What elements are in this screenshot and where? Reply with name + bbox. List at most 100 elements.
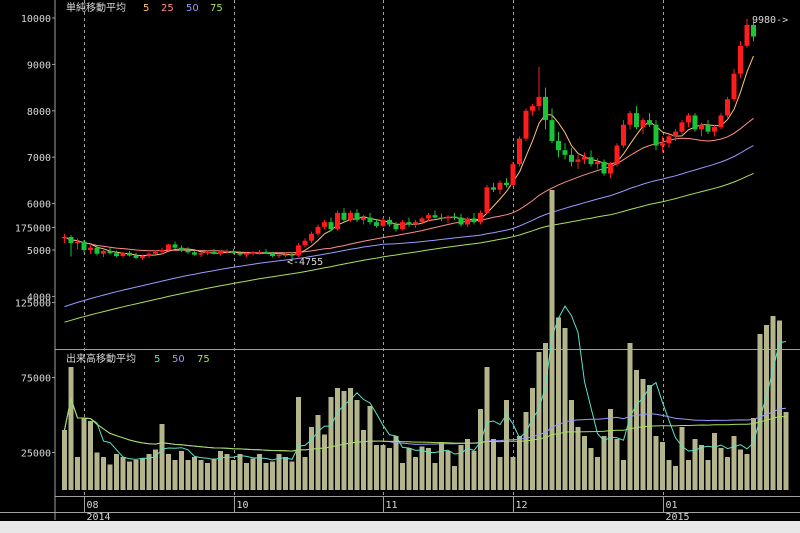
candle-body [673,131,678,137]
candle-body [608,164,613,174]
price-panel [62,18,756,323]
volume-bar [419,446,425,490]
volume-bar [588,448,594,490]
candle-body [302,240,308,246]
volume-bar [68,367,74,490]
candle-body [192,252,197,255]
volume-bar [608,409,613,490]
candle-body [289,254,295,256]
volume-legend: 出来高移動平均 5 50 75 [66,352,210,365]
volume-bar [484,367,490,490]
candle-body [699,124,704,130]
volume-bar [562,328,568,490]
volume-bar [614,439,620,490]
volume-bar [75,457,80,490]
candle-body [465,218,470,225]
volume-tick-label: 175000 [15,224,51,235]
candle-body [270,253,275,257]
candle-body [653,124,659,146]
volume-bar [764,325,769,490]
volume-bar [718,448,724,490]
volume-bar [582,436,587,490]
candle-body [393,224,399,230]
candle-body [68,237,74,244]
price-tick-label: 7000 [27,153,51,164]
candle-body [504,182,509,186]
candle-body [315,226,321,234]
price-tick-label: 5000 [27,246,51,257]
candle-body [153,251,158,254]
candle-body [452,216,457,218]
volume-bar [504,400,509,490]
candle-body [211,251,217,254]
volume-bar [127,461,132,490]
volume-bar [439,442,444,490]
price-tick-label: 6000 [27,200,51,211]
candle-body [179,247,184,251]
candle-body [198,253,204,255]
candle-body [614,145,620,165]
price-legend-ma25: 25 [161,3,174,14]
candle-body [601,161,607,174]
candle-body [341,212,347,220]
candle-body [510,164,516,186]
volume-bar [478,409,483,490]
high-annotation: 9980-> [752,15,788,26]
price-legend-title: 単純移動平均 [66,1,126,14]
volume-bar [302,457,308,490]
ma50-line [64,145,754,308]
candle-body [751,24,756,37]
candle-body [413,222,418,225]
candle-body [172,244,178,248]
volume-bar [244,463,249,490]
volume-bar [231,460,236,490]
volume-bar [107,464,113,490]
candle-body [81,241,87,250]
candle-body [218,251,223,254]
volume-tick-label: 25000 [21,449,51,460]
volume-bar [205,463,210,490]
candle-body [244,253,249,255]
price-tick-label: 4000 [27,292,51,303]
volume-bar [133,460,139,490]
candle-body [283,254,288,256]
status-strip [0,521,800,533]
volume-bar [309,427,314,490]
price-tick-label: 9000 [27,60,51,71]
volume-bar [517,436,522,490]
candle-body [374,222,379,226]
candle-body [588,157,594,165]
candle-body [426,215,431,219]
volume-bar [640,379,646,490]
candle-body [166,244,171,250]
candle-body [296,245,301,256]
candle-body [205,251,210,254]
volume-ma5-line [64,305,787,461]
candle-body [647,120,652,125]
candle-body [562,150,568,155]
volume-bar [458,445,464,490]
candle-body [731,73,737,100]
volume-bar [211,458,217,490]
candle-body [335,212,340,230]
volume-bar [777,320,782,490]
candle-body [445,216,451,219]
candle-body [679,122,685,132]
candle-body [660,143,665,146]
x-year-label: 2015 [666,512,690,523]
volume-bar [530,388,535,490]
volume-bar [94,452,100,490]
volume-bar [426,448,431,490]
volume-bar [380,445,386,490]
volume-bar [153,449,158,490]
volume-bar [523,412,529,490]
volume-bar [185,460,191,490]
candle-body [432,215,438,218]
volume-bar [491,439,496,490]
volume-bar [140,458,145,490]
candle-body [621,124,626,146]
candle-body [380,219,386,226]
candle-body [94,247,100,254]
